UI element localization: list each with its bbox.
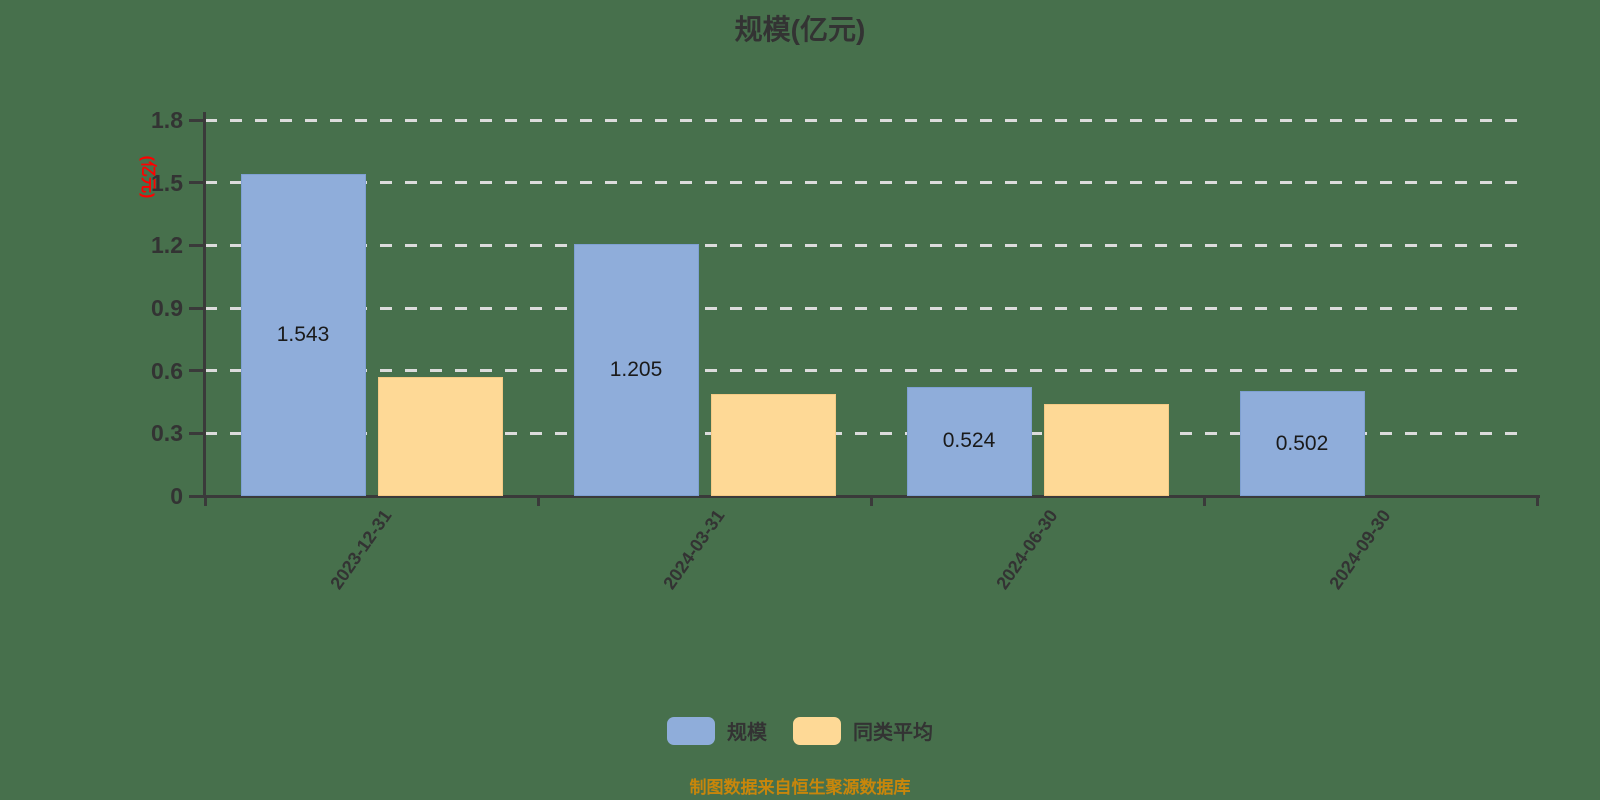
y-axis-tick-mark <box>189 369 205 373</box>
y-axis-tick-label: 0.3 <box>151 420 183 447</box>
legend-swatch-icon <box>667 716 715 745</box>
gridline <box>205 181 1530 185</box>
x-axis-category-label: 2023-12-31 <box>326 506 396 593</box>
bar-value-label: 1.543 <box>276 322 330 346</box>
y-axis-tick-label: 1.8 <box>151 107 183 133</box>
y-axis-tick-label: 1.2 <box>151 232 183 259</box>
y-axis-tick-label: 0 <box>170 483 183 509</box>
bar-规模-2024-09-30[interactable] <box>1239 391 1365 496</box>
y-axis-tick-mark <box>189 431 205 435</box>
legend-swatch-icon <box>793 716 841 745</box>
x-axis-tick-mark <box>203 496 207 506</box>
gridline <box>205 306 1530 310</box>
gridline <box>205 431 1530 435</box>
bar-规模-2024-06-30[interactable] <box>906 386 1032 496</box>
legend-item-规模[interactable]: 规模 <box>667 716 767 745</box>
chart-legend: 规模 同类平均 <box>0 716 1600 745</box>
bar-规模-2023-12-31[interactable] <box>240 173 366 496</box>
bar-value-label: 1.205 <box>609 358 663 382</box>
x-axis-tick-mark <box>1202 496 1206 506</box>
y-axis-tick-mark <box>189 243 205 247</box>
x-axis-category-label: 2024-09-30 <box>1325 506 1395 593</box>
x-axis-category-label: 2024-03-31 <box>659 506 729 593</box>
y-axis-line <box>203 112 206 498</box>
gridline <box>205 369 1530 373</box>
legend-item-同类平均[interactable]: 同类平均 <box>793 716 933 745</box>
y-axis-tick-mark <box>189 118 205 122</box>
gridline <box>205 243 1530 247</box>
chart-title: 规模(亿元) <box>734 14 866 45</box>
x-axis-tick-mark <box>869 496 873 506</box>
bar-value-label: 0.502 <box>1275 431 1329 455</box>
legend-label: 规模 <box>727 722 767 744</box>
y-axis-tick-mark <box>189 181 205 185</box>
y-axis-tick-mark <box>189 306 205 310</box>
y-axis-tick-label: 0.6 <box>151 357 183 384</box>
bar-value-label: 0.524 <box>942 429 996 453</box>
legend-label: 同类平均 <box>853 722 933 744</box>
bar-同类平均-2024-03-31[interactable] <box>710 393 836 496</box>
data-source-footer: 制图数据来自恒生聚源数据库 <box>689 778 911 797</box>
gridline <box>205 118 1530 122</box>
x-axis-tick-mark <box>1535 496 1539 506</box>
x-axis-tick-mark <box>536 496 540 506</box>
x-axis-category-label: 2024-06-30 <box>992 506 1062 593</box>
y-axis-tick-label: 0.9 <box>151 295 183 321</box>
bar-同类平均-2023-12-31[interactable] <box>377 376 503 496</box>
bar-同类平均-2024-06-30[interactable] <box>1043 404 1169 496</box>
y-axis-tick-mark <box>189 494 205 498</box>
bar-规模-2024-03-31[interactable] <box>573 244 699 496</box>
y-axis-tick-label: 1.5 <box>151 169 183 196</box>
